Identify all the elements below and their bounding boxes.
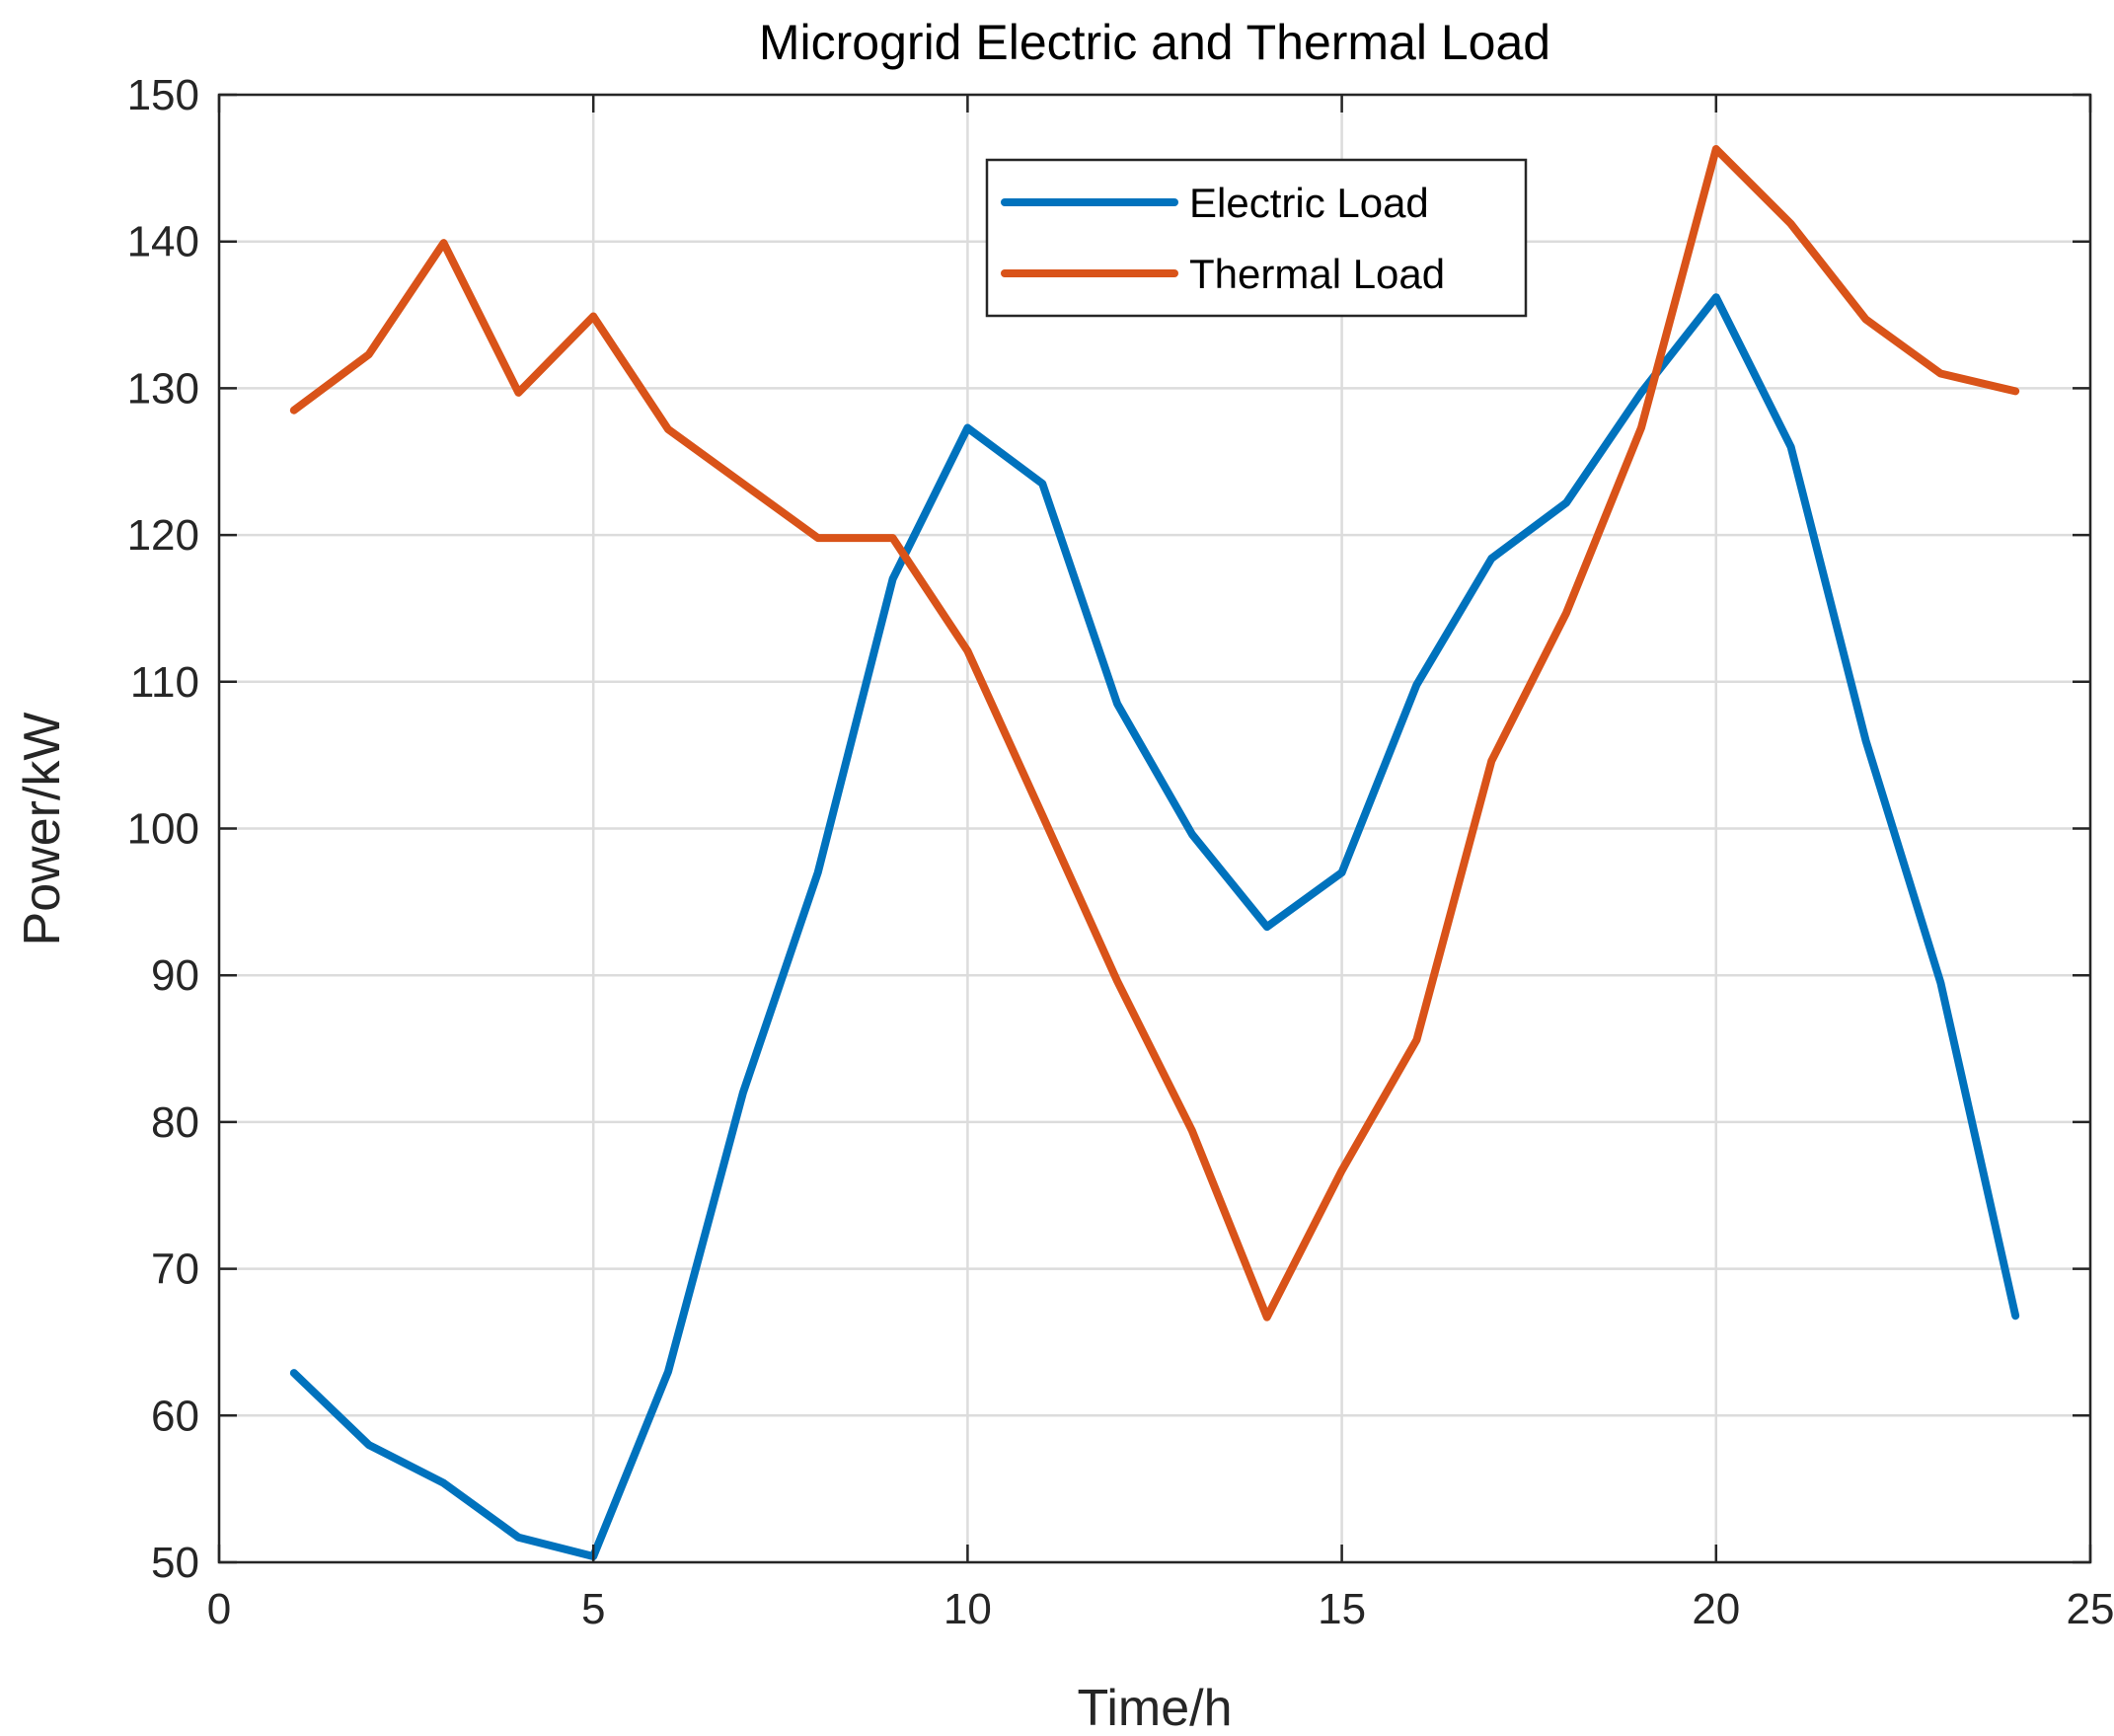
y-tick-label: 90 [151,951,199,1000]
y-tick-label: 100 [127,805,199,854]
y-tick-labels: 50 60 70 80 90 100 110 120 130 140 150 [127,71,199,1587]
legend-label-electric: Electric Load [1189,180,1429,226]
y-tick-label: 50 [151,1539,199,1587]
chart-title: Microgrid Electric and Thermal Load [759,15,1550,70]
legend-box [985,158,1528,318]
x-tick-label: 0 [207,1585,231,1633]
legend: Electric Load Thermal Load [985,158,1528,318]
x-axis-label: Time/h [1078,1680,1233,1736]
y-tick-label: 80 [151,1098,199,1147]
y-tick-label: 60 [151,1392,199,1440]
x-tick-label: 15 [1318,1585,1366,1633]
series-lines [289,145,2020,1561]
y-tick-label: 120 [127,511,199,560]
axis-ticks [217,93,2092,1564]
x-tick-label: 25 [2067,1585,2114,1633]
y-tick-label: 140 [127,218,199,266]
y-axis-label: Power/kW [14,713,71,946]
y-tick-label: 110 [130,658,199,707]
x-tick-label: 5 [581,1585,605,1633]
x-tick-label: 20 [1692,1585,1740,1633]
series-line-electric-load [289,293,2020,1561]
legend-label-thermal: Thermal Load [1189,251,1445,297]
y-tick-label: 70 [151,1245,199,1294]
series-line-thermal-load [289,145,2020,1321]
y-tick-label: 130 [127,364,199,413]
y-tick-label: 150 [127,71,199,119]
x-tick-label: 10 [944,1585,992,1633]
x-tick-labels: 0 5 10 15 20 25 [207,1585,2114,1633]
